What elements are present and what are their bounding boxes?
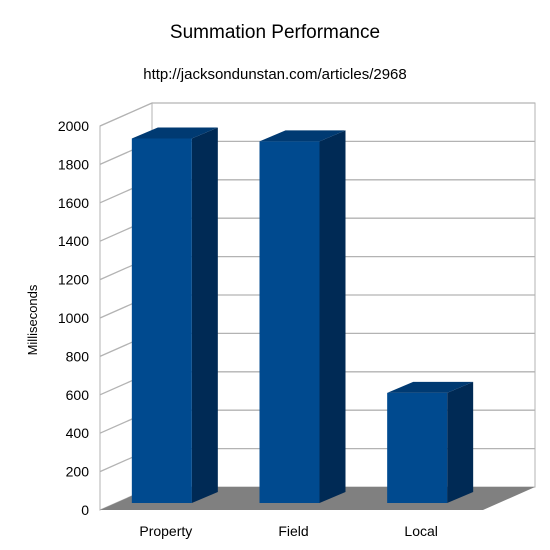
y-tick-label: 400 (66, 425, 90, 441)
x-tick-label: Local (404, 523, 437, 539)
bar-top (131, 127, 218, 139)
bar-side (191, 127, 218, 503)
chart-title: Summation Performance (169, 22, 381, 43)
bar-side (319, 130, 346, 504)
x-axis-ticks: Property Field Local (139, 523, 438, 539)
x-tick-label: Property (139, 523, 192, 539)
y-tick-label: 1000 (58, 310, 89, 326)
bar-side (447, 381, 474, 503)
bar-field (259, 130, 346, 504)
bar-front (387, 392, 448, 503)
y-tick-label: 200 (66, 464, 90, 480)
y-tick-label: 0 (81, 502, 89, 518)
y-tick-label: 1800 (58, 156, 89, 172)
x-tick-label: Field (278, 523, 308, 539)
bar-local (387, 381, 474, 503)
bar-front (259, 141, 320, 504)
bars (131, 127, 474, 504)
y-tick-label: 1400 (58, 233, 89, 249)
y-axis-label: Milliseconds (25, 284, 40, 355)
bar-property (131, 127, 218, 504)
gridline-side (99, 102, 153, 127)
y-tick-label: 1200 (58, 272, 89, 288)
y-tick-label: 1600 (58, 195, 89, 211)
bar-front (131, 138, 192, 504)
y-tick-label: 2000 (58, 118, 89, 134)
y-axis-ticks: 0 200 400 600 800 1000 1200 1400 1600 1800 2000 (58, 118, 89, 518)
bar-top (259, 130, 346, 142)
y-tick-label: 600 (66, 387, 90, 403)
y-tick-label: 800 (66, 348, 90, 364)
chart-subtitle: http://jacksondunstan.com/articles/2968 (143, 66, 407, 83)
bar-top (387, 381, 474, 393)
